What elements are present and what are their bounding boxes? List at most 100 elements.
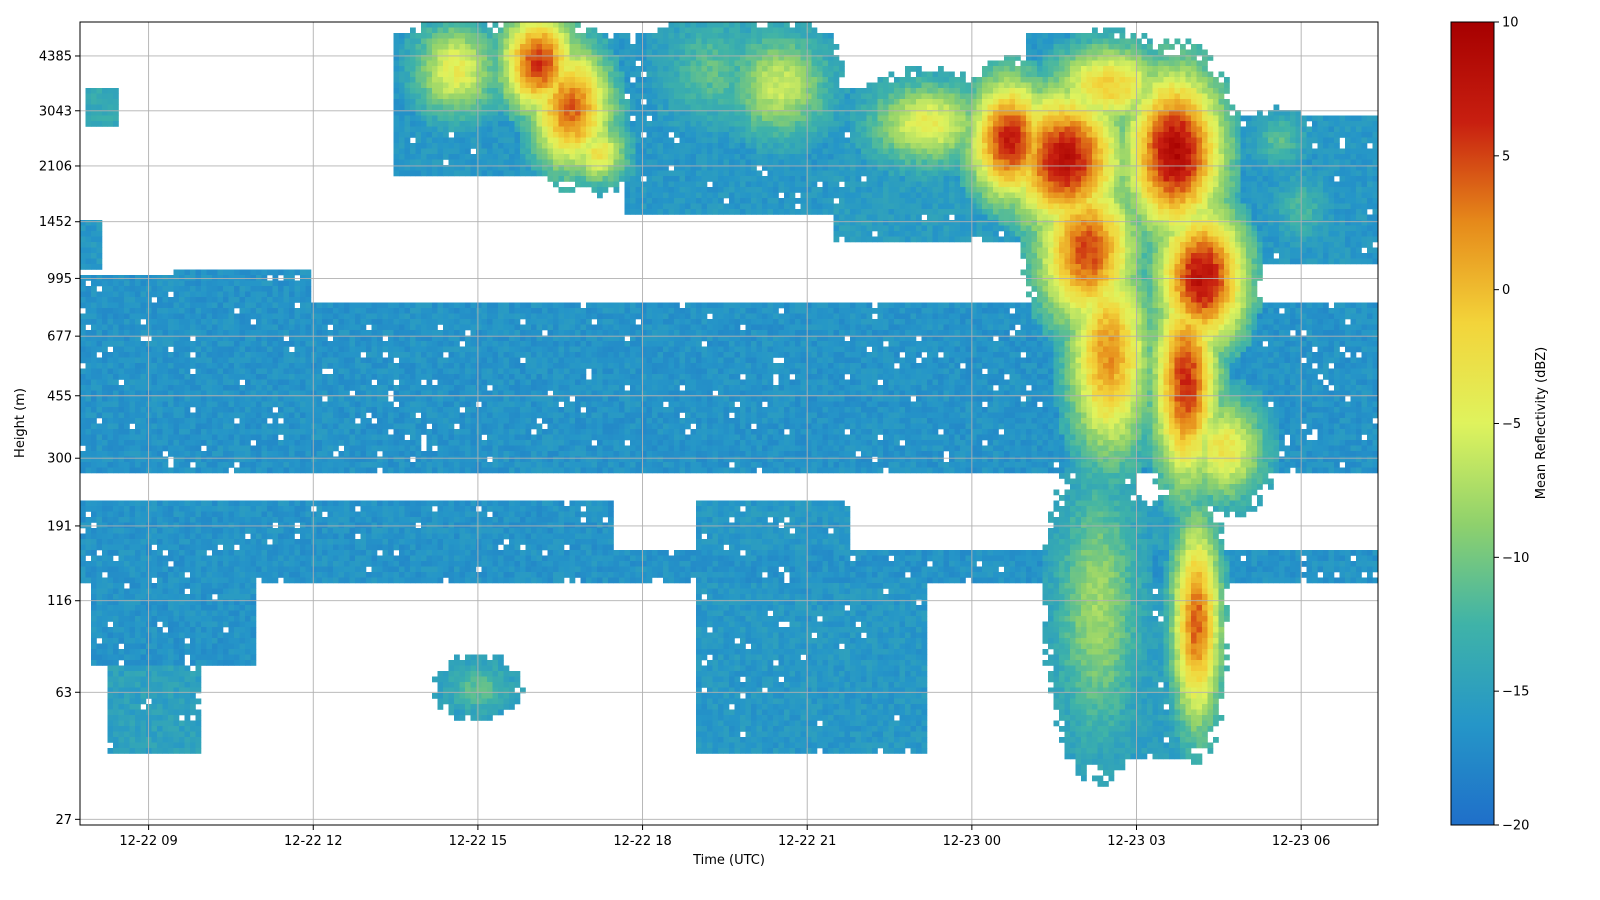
heatmap-cell: [135, 676, 141, 683]
heatmap-cell: [437, 412, 444, 419]
heatmap-cell: [476, 423, 482, 430]
heatmap-cell: [184, 544, 191, 551]
heatmap-cell: [355, 396, 361, 402]
heatmap-cell: [129, 319, 136, 325]
heatmap-cell: [102, 506, 108, 512]
heatmap-cell: [481, 566, 488, 573]
heatmap-cell: [151, 715, 158, 721]
heatmap-cell: [305, 374, 312, 380]
heatmap-cell: [261, 319, 268, 325]
heatmap-cell: [311, 385, 317, 391]
heatmap-cell: [212, 632, 218, 639]
heatmap-cell: [311, 401, 317, 408]
heatmap-cell: [399, 308, 405, 314]
heatmap-cell: [300, 462, 306, 468]
heatmap-cell: [217, 632, 224, 639]
heatmap-cell: [190, 506, 196, 512]
heatmap-cell: [415, 88, 422, 94]
heatmap-cell: [140, 698, 147, 705]
heatmap-cell: [217, 660, 224, 666]
heatmap-cell: [399, 71, 405, 78]
heatmap-cell: [443, 44, 449, 50]
heatmap-cell: [476, 154, 482, 160]
heatmap-cell: [344, 451, 350, 457]
heatmap-cell: [404, 148, 411, 155]
heatmap-cell: [355, 308, 361, 314]
heatmap-cell: [481, 49, 488, 56]
heatmap-cell: [107, 638, 114, 644]
heatmap-cell: [404, 55, 411, 61]
heatmap-cell: [212, 517, 218, 523]
heatmap-cell: [366, 374, 372, 380]
heatmap-cell: [371, 522, 378, 529]
heatmap-cell: [118, 621, 125, 628]
heatmap-cell: [162, 533, 169, 540]
heatmap-cell: [481, 429, 488, 435]
heatmap-cell: [113, 93, 119, 100]
heatmap-cell: [102, 352, 108, 358]
heatmap-cell: [107, 341, 114, 347]
heatmap-cell: [179, 533, 185, 540]
heatmap-cell: [382, 511, 389, 518]
heatmap-cell: [465, 49, 471, 56]
heatmap-cell: [481, 698, 488, 705]
heatmap-cell: [465, 341, 471, 347]
heatmap-cell: [151, 330, 158, 336]
heatmap-cell: [399, 379, 405, 386]
heatmap-cell: [96, 577, 103, 584]
heatmap-cell: [107, 451, 114, 457]
heatmap-cell: [179, 555, 185, 562]
heatmap-cell: [426, 110, 433, 116]
heatmap-cell: [404, 66, 411, 72]
heatmap-cell: [289, 456, 295, 463]
heatmap-cell: [91, 638, 97, 644]
heatmap-cell: [234, 335, 240, 342]
heatmap-cell: [217, 610, 224, 617]
heatmap-cell: [245, 330, 251, 336]
heatmap-cell: [432, 368, 438, 375]
heatmap-cell: [470, 566, 477, 573]
heatmap-cell: [118, 445, 125, 452]
heatmap-cell: [129, 621, 136, 628]
heatmap-cell: [344, 313, 350, 320]
heatmap-cell: [184, 704, 191, 710]
heatmap-cell: [206, 572, 213, 578]
heatmap-cell: [426, 88, 433, 94]
heatmap-cell: [437, 544, 444, 551]
heatmap-cell: [91, 264, 97, 270]
heatmap-cell: [256, 368, 262, 375]
heatmap-cell: [212, 550, 218, 556]
heatmap-cell: [393, 412, 400, 419]
heatmap-cell: [195, 269, 202, 276]
heatmap-cell: [465, 407, 471, 413]
heatmap-cell: [410, 33, 416, 39]
heatmap-cell: [481, 704, 488, 710]
heatmap-cell: [179, 313, 185, 320]
heatmap-cell: [278, 561, 284, 567]
heatmap-cell: [151, 643, 158, 650]
heatmap-cell: [322, 577, 328, 584]
heatmap-cell: [217, 451, 224, 457]
heatmap-cell: [476, 363, 482, 369]
heatmap-cell: [168, 742, 174, 749]
heatmap-cell: [80, 242, 86, 248]
heatmap-cell: [410, 390, 416, 397]
heatmap-cell: [448, 522, 455, 529]
heatmap-cell: [129, 561, 136, 567]
heatmap-cell: [316, 308, 323, 314]
heatmap-cell: [388, 566, 394, 573]
heatmap-cell: [168, 627, 174, 633]
heatmap-cell: [151, 429, 158, 435]
heatmap-cell: [344, 330, 350, 336]
heatmap-cell: [492, 49, 499, 56]
heatmap-cell: [162, 632, 169, 639]
heatmap-cell: [476, 330, 482, 336]
heatmap-cell: [168, 445, 174, 452]
heatmap-cell: [278, 517, 284, 523]
heatmap-cell: [349, 561, 356, 567]
heatmap-cell: [157, 456, 163, 463]
heatmap-cell: [118, 715, 125, 721]
heatmap-cell: [333, 462, 339, 468]
heatmap-cell: [377, 363, 383, 369]
heatmap-cell: [179, 616, 185, 622]
